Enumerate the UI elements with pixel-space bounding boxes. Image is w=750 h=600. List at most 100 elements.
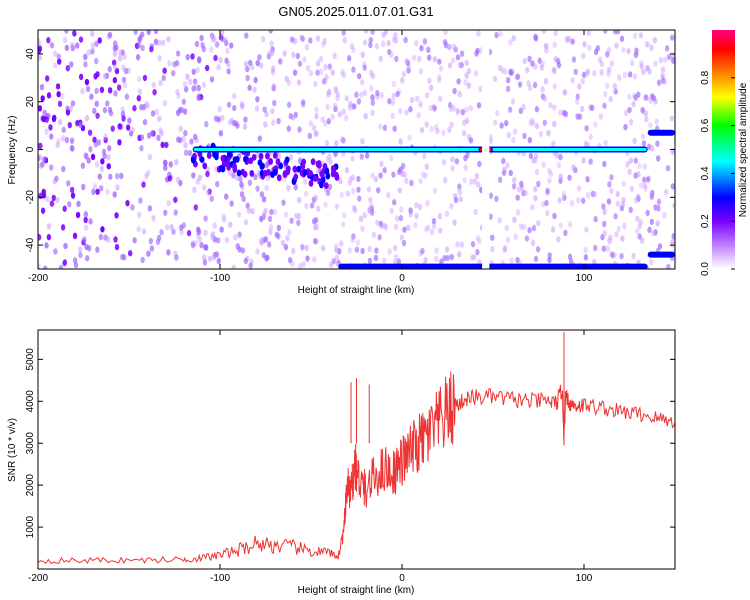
spectrogram-cell [181,98,186,105]
spectrogram-cell [183,149,189,156]
spectrogram-cell [347,179,352,187]
spectrogram-cell [441,159,447,166]
spectrogram-cell [181,135,186,143]
spectrogram-y-ticks: -40 -20 0 20 40 [25,48,675,252]
spectrogram-cell [282,50,287,57]
spectrogram-cell [216,63,221,71]
spectrogram-cell [443,30,448,36]
spectrogram-cell [615,190,620,198]
spectrogram-cell [324,139,330,147]
spectrogram-cell [84,114,90,122]
spectrogram-y-tick-label: 20 [25,96,36,108]
spectrogram-cell [634,51,639,58]
spectrogram-cell [263,236,269,243]
spectrogram-cell [65,65,71,72]
spectrogram-cell [199,34,204,42]
spectrogram-cell [118,49,123,56]
spectrogram-cell [191,172,196,179]
spectrogram-cell [60,92,65,99]
spectrogram-cell [640,133,646,140]
spectrogram-cell [49,133,54,140]
spectrogram-cell [515,73,521,80]
spectrogram-cell [664,188,669,196]
spectrogram-cell [110,125,115,132]
spectrogram-cell [344,166,350,174]
spectrogram-cell [70,42,75,49]
spectrogram-cell [530,239,536,247]
spectrogram-cell [502,246,507,253]
spectrogram-cell [364,152,370,159]
spectrogram-cell [333,85,339,93]
spectrogram-cell [490,245,495,253]
spectrogram-cell [335,91,340,98]
spectrogram-cell [509,257,514,264]
spectrogram-cell [393,223,399,231]
spectrogram-cell [527,227,532,234]
spectrogram-cell [614,42,619,49]
spectrogram-cell [414,40,419,47]
spectrogram-cell [60,224,66,231]
spectrogram-cell [660,72,665,79]
spectrogram-cell [297,157,303,164]
spectrogram-cell [58,264,64,269]
spectrogram-cell [501,157,506,165]
spectrogram-cell [296,79,302,86]
spectrogram-cell [585,70,590,77]
colorbar: 0.0 0.2 0.4 0.6 0.8 Normalized spectral ampl… [700,30,749,276]
spectrogram-cell [272,99,277,107]
spectrogram-band-cell [272,152,278,159]
spectrogram-cell [362,64,367,71]
spectrogram-cell [592,244,598,252]
spectrogram-cell [78,36,84,43]
spectrogram-cell [213,54,218,62]
spectrogram-cell [466,67,472,75]
spectrogram-cell [245,74,250,82]
spectrogram-cell [394,55,399,63]
spectrogram-cell [453,196,459,204]
spectrogram-cell [392,199,397,206]
spectrogram-cell [57,118,63,126]
spectrogram-cell [379,160,384,168]
spectrogram-cell [238,175,243,183]
spectrogram-cell [136,75,142,83]
spectrogram-cell [61,165,66,173]
spectrogram-y-tick-label: 0 [25,146,36,152]
spectrogram-cell [145,102,150,109]
spectrogram-cell [581,52,586,60]
spectrogram-cell [367,245,372,253]
spectrogram-cell [76,200,81,208]
spectrogram-cell [350,236,355,244]
spectrogram-cell [127,250,133,257]
spectrogram-cell [645,209,650,217]
spectrogram-cell [63,242,68,250]
spectrogram-cell [511,183,517,190]
spectrogram-cell [40,207,46,214]
spectrogram-cell [297,262,303,269]
spectrogram-cell [356,175,361,183]
spectrogram-cell [226,101,232,108]
spectrogram-cell [497,217,502,224]
spectrogram-cell [382,222,387,230]
spectrogram-cell [614,231,619,238]
spectrogram-cell [199,241,204,249]
spectrogram-cell [68,105,73,113]
spectrogram-cell [388,154,394,162]
spectrogram-cell [268,228,273,236]
spectrogram-cell [354,91,359,98]
spectrogram-cell [576,185,582,192]
spectrogram-cell [117,55,123,62]
spectrogram-band-cell [315,160,321,168]
spectrogram-cell [51,194,56,202]
spectrogram-cell [57,100,63,108]
spectrogram-cell [531,224,537,232]
spectrogram-cell [438,95,443,102]
spectrogram-cell [394,215,400,222]
spectrogram-cell [244,32,249,39]
spectrogram-cell [49,42,55,49]
snr-plot-area [38,330,675,569]
spectrogram-cell [462,177,467,184]
spectrogram-cell [231,119,237,127]
spectrogram-cell [293,184,298,191]
spectrogram-cell [656,198,662,205]
spectrogram-cell [95,71,100,78]
